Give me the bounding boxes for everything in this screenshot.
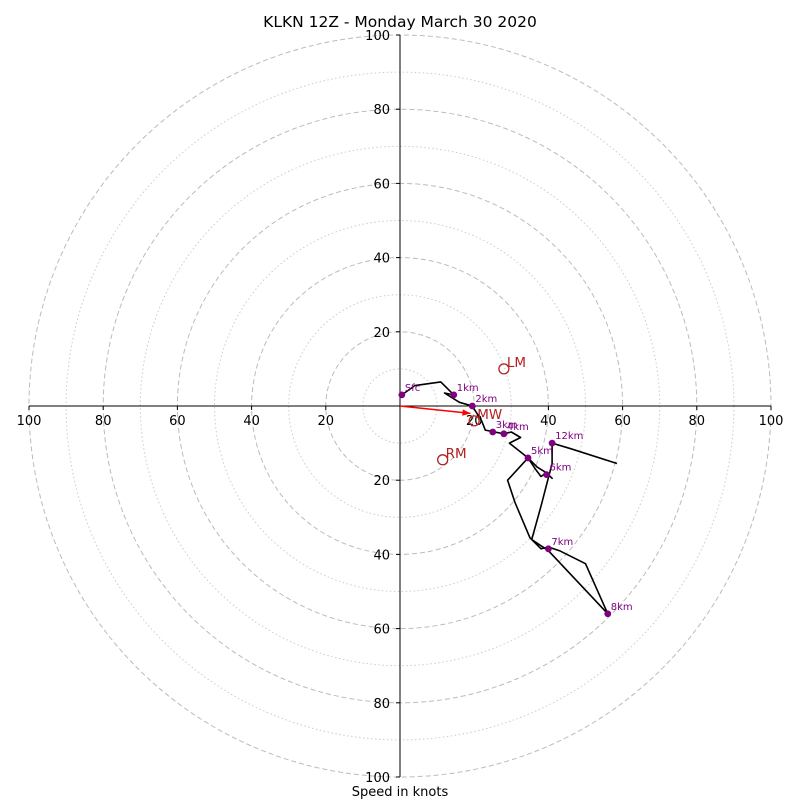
shear-vector [399, 405, 471, 416]
x-tick-label: 40 [243, 414, 260, 429]
y-tick-label: 80 [373, 103, 390, 118]
axis-ticks: 100 80 60 40 20 20 40 60 80 100100806040202040608… [17, 29, 784, 786]
y-tick-label: 100 [365, 771, 390, 786]
height-marker-dot [489, 428, 497, 436]
chart-title: KLKN 12Z - Monday March 30 2020 [263, 13, 537, 31]
height-marker-dot [398, 391, 406, 399]
height-marker-label: Sfc [405, 383, 420, 394]
height-marker-dot [604, 610, 612, 618]
y-tick-label: 20 [373, 474, 390, 489]
x-tick-label: 80 [689, 414, 706, 429]
storm-motion-label: MW [477, 407, 502, 423]
storm-motion-circle [468, 415, 480, 427]
height-marker-dot [545, 545, 552, 553]
x-tick-label: 60 [169, 414, 186, 429]
height-marker-label: 4km [507, 422, 529, 433]
height-marker-label: 5km [531, 446, 553, 457]
height-marker-dot [524, 454, 532, 462]
height-marker-label: 7km [551, 537, 573, 548]
x-tick-label: 80 [95, 414, 112, 429]
storm-motion-circle [437, 454, 449, 466]
x-tick-label: 40 [540, 414, 557, 429]
x-tick-label: 100 [17, 414, 42, 429]
shear-vector-arrowhead [462, 409, 471, 416]
height-marker-label: 3km [496, 420, 518, 431]
height-marker-dot [468, 402, 476, 410]
y-tick-label: 40 [373, 548, 390, 563]
y-tick-label: 40 [373, 252, 390, 267]
height-marker-label: 8km [611, 602, 633, 613]
height-marker-label: 12km [555, 431, 583, 442]
y-tick-label: 60 [373, 623, 390, 638]
height-marker-dot [500, 430, 508, 438]
y-tick-label: 100 [365, 29, 390, 44]
shear-vector-line [399, 405, 471, 415]
y-tick-label: 60 [373, 177, 390, 192]
x-tick-label: 20 [318, 414, 335, 429]
storm-motion-label: LM [507, 355, 526, 371]
height-marker-dot [548, 439, 556, 447]
height-marker-dot [543, 471, 550, 479]
x-axis-label: Speed in knots [352, 785, 449, 800]
height-marker-dot [450, 391, 458, 399]
storm-motion-markers: LM RM MW [437, 355, 526, 466]
storm-motion-label: RM [446, 446, 467, 462]
storm-motion-circle [498, 363, 510, 375]
x-tick-label: 100 [759, 414, 784, 429]
x-tick-label: 60 [614, 414, 631, 429]
wind-trace-line [401, 381, 618, 615]
height-marker-label: 2km [475, 394, 497, 405]
wind-trace [401, 381, 618, 615]
y-tick-label: 80 [373, 697, 390, 712]
y-tick-label: 20 [373, 326, 390, 341]
height-marker-label: 6km [550, 463, 572, 474]
height-marker-label: 1km [457, 383, 479, 394]
